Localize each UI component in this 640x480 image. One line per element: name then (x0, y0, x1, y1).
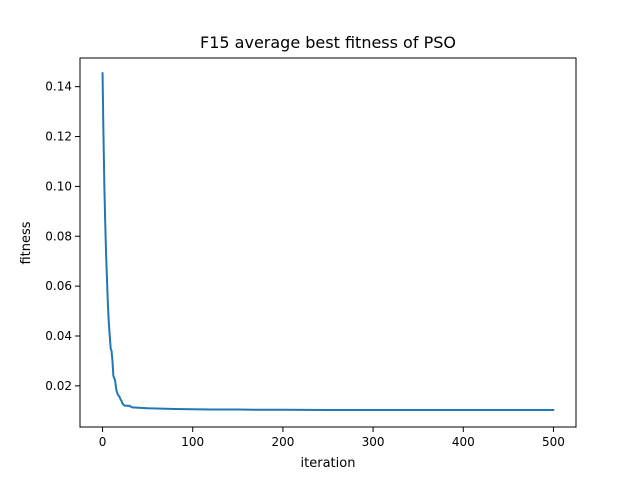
x-tick-label-300: 300 (362, 435, 385, 449)
fitness-line (101, 71, 555, 412)
x-tick-label-400: 400 (452, 435, 475, 449)
x-axis-label: iteration (301, 456, 356, 471)
y-tick-label-4: 0.10 (45, 179, 72, 193)
axis-ticks: 0 100 200 300 400 500 0.02 0.04 0.06 0.08 0.10 0.12… (45, 80, 565, 449)
x-tick-label-0: 0 (99, 435, 107, 449)
plot-frame (79, 57, 577, 428)
y-tick-label-5: 0.12 (45, 130, 72, 144)
y-tick-label-3: 0.08 (45, 229, 72, 243)
x-tick-label-500: 500 (542, 435, 565, 449)
y-axis-label: fitness (19, 221, 34, 264)
y-tick-label-2: 0.06 (45, 279, 72, 293)
y-tick-label-0: 0.02 (45, 379, 72, 393)
plot-area (79, 57, 577, 428)
y-tick-label-1: 0.04 (45, 329, 72, 343)
x-tick-label-100: 100 (181, 435, 204, 449)
chart-title: F15 average best fitness of PSO (200, 33, 456, 52)
y-tick-label-6: 0.14 (45, 80, 72, 94)
x-tick-label-200: 200 (271, 435, 294, 449)
